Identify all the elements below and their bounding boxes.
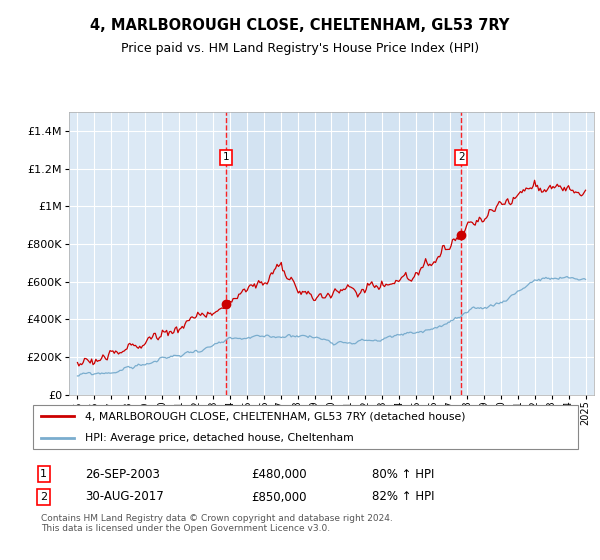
Text: 82% ↑ HPI: 82% ↑ HPI [372, 491, 435, 503]
Text: 2: 2 [458, 152, 464, 162]
Text: £480,000: £480,000 [251, 468, 307, 481]
Text: 1: 1 [223, 152, 229, 162]
Text: HPI: Average price, detached house, Cheltenham: HPI: Average price, detached house, Chel… [85, 433, 354, 443]
Text: 4, MARLBOROUGH CLOSE, CHELTENHAM, GL53 7RY (detached house): 4, MARLBOROUGH CLOSE, CHELTENHAM, GL53 7… [85, 411, 466, 421]
Text: Price paid vs. HM Land Registry's House Price Index (HPI): Price paid vs. HM Land Registry's House … [121, 42, 479, 55]
Bar [226, 112, 461, 395]
FancyBboxPatch shape [33, 405, 578, 449]
Text: Contains HM Land Registry data © Crown copyright and database right 2024.
This d: Contains HM Land Registry data © Crown c… [41, 514, 393, 534]
Text: 4, MARLBOROUGH CLOSE, CHELTENHAM, GL53 7RY: 4, MARLBOROUGH CLOSE, CHELTENHAM, GL53 7… [91, 18, 509, 32]
Text: 80% ↑ HPI: 80% ↑ HPI [372, 468, 434, 481]
Text: 30-AUG-2017: 30-AUG-2017 [85, 491, 164, 503]
Text: 1: 1 [40, 469, 47, 479]
Text: £850,000: £850,000 [251, 491, 307, 503]
Text: 2: 2 [40, 492, 47, 502]
Text: 26-SEP-2003: 26-SEP-2003 [85, 468, 160, 481]
